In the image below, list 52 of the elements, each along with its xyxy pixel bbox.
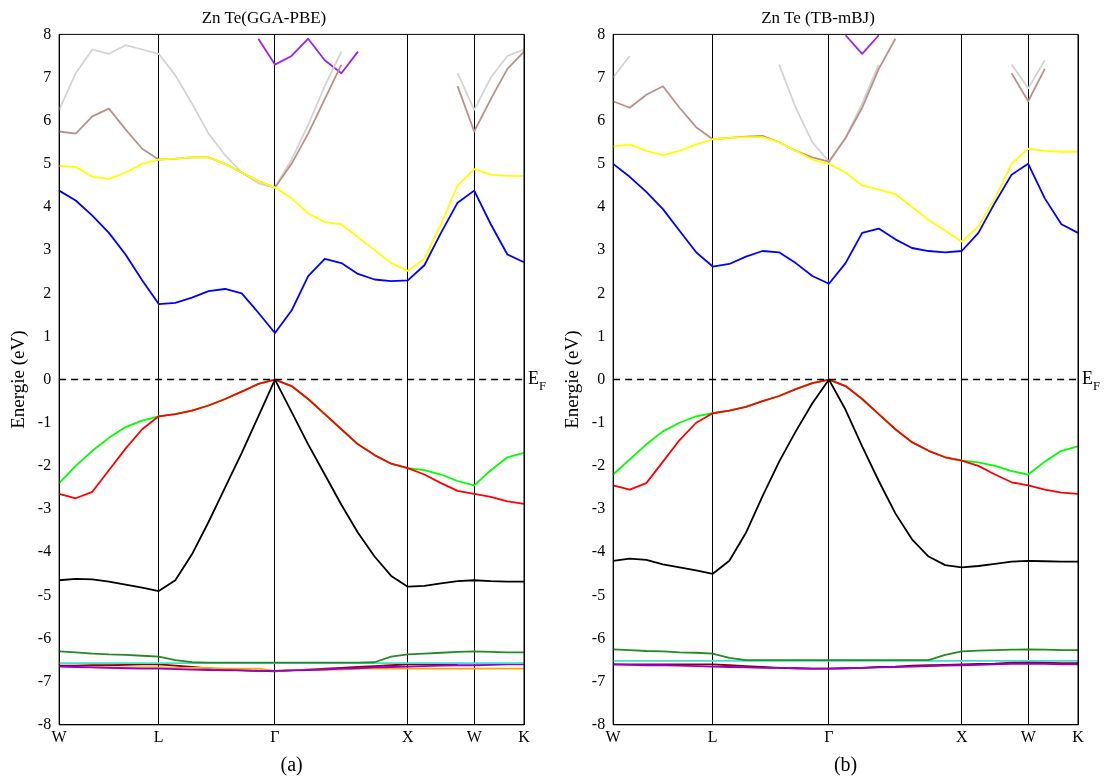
y-tick-label: 3 [597, 240, 606, 258]
y-tick-label: -4 [591, 542, 606, 560]
y-tick-label: -5 [591, 585, 606, 603]
x-tick-label: W [466, 727, 483, 745]
y-tick-label: 1 [43, 326, 52, 344]
y-tick-label: 8 [597, 24, 606, 42]
x-tick-label: X [956, 727, 968, 745]
y-tick-label: -5 [37, 585, 52, 603]
x-tick-label: K [518, 727, 531, 745]
y-tick-label: -6 [37, 628, 52, 646]
y-tick-label: 6 [43, 110, 52, 128]
x-tick-label: W [1020, 727, 1037, 745]
y-tick-label: -7 [37, 671, 52, 689]
x-axis-title: (b) [833, 753, 858, 777]
y-tick-label: 0 [597, 369, 606, 387]
y-tick-label: 8 [43, 24, 52, 42]
x-tick-label: L [707, 727, 718, 745]
y-tick-label: 1 [597, 326, 606, 344]
y-tick-label: -3 [591, 499, 606, 517]
x-tick-label: W [605, 727, 622, 745]
y-tick-label: -8 [591, 715, 606, 732]
x-tick-label: K [1072, 727, 1085, 745]
x-axis-title: (a) [280, 753, 303, 777]
y-tick-label: 5 [597, 154, 606, 172]
y-axis-title: Energie (eV) [561, 330, 584, 429]
y-tick-label: -2 [591, 456, 606, 474]
y-tick-label: 2 [43, 283, 52, 301]
y-tick-label: -8 [37, 715, 52, 732]
y-tick-label: 7 [597, 67, 606, 85]
x-tick-label: X [402, 727, 414, 745]
x-tick-label: L [153, 727, 164, 745]
y-tick-label: -3 [37, 499, 52, 517]
x-tick-label: W [51, 727, 68, 745]
x-tick-label: Γ [824, 727, 834, 745]
y-tick-label: 0 [43, 369, 52, 387]
y-tick-label: -2 [37, 456, 52, 474]
y-tick-label: 5 [43, 154, 52, 172]
chart-title: Zn Te(GGA-PBE) [201, 7, 327, 27]
y-tick-label: 2 [597, 283, 606, 301]
y-axis-title: Energie (eV) [7, 330, 30, 429]
y-tick-label: -1 [591, 412, 606, 430]
chart-title: Zn Te (TB-mBJ) [761, 7, 875, 27]
y-tick-label: -1 [37, 412, 52, 430]
y-tick-label: 6 [597, 110, 606, 128]
y-tick-label: 3 [43, 240, 52, 258]
y-tick-label: 4 [597, 197, 606, 215]
y-tick-label: -7 [591, 671, 606, 689]
y-tick-label: -4 [37, 542, 52, 560]
y-tick-label: 4 [43, 197, 52, 215]
y-tick-label: 7 [43, 67, 52, 85]
y-tick-label: -6 [591, 628, 606, 646]
x-tick-label: Γ [270, 727, 280, 745]
